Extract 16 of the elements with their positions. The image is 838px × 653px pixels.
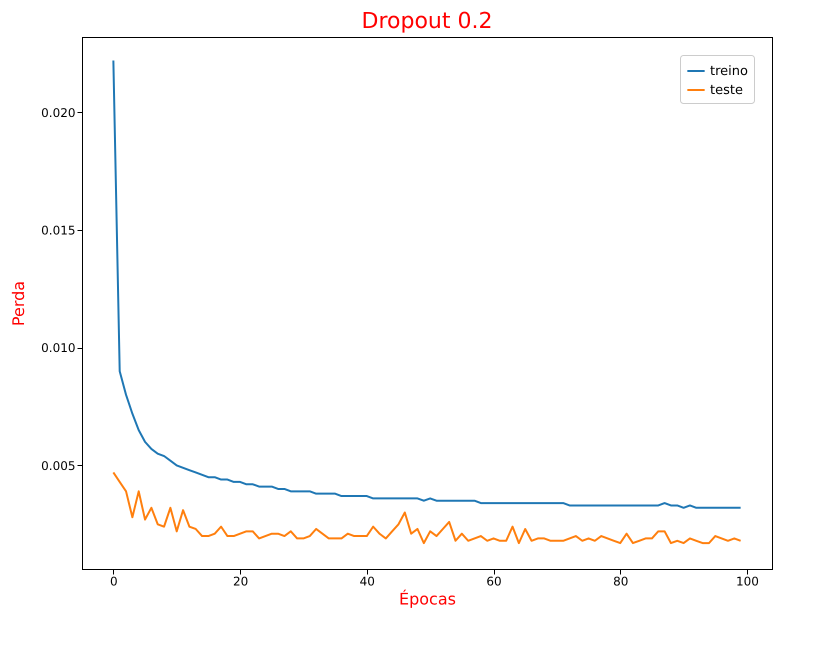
x-tick-label: 20 bbox=[232, 574, 248, 588]
y-tick-label: 0.005 bbox=[41, 458, 76, 473]
legend-label: treino bbox=[710, 64, 748, 79]
x-axis-title: Épocas bbox=[399, 590, 456, 608]
chart-title: Dropout 0.2 bbox=[362, 9, 492, 34]
x-tick-label: 100 bbox=[736, 574, 759, 588]
x-tick-label: 80 bbox=[613, 574, 628, 588]
y-tick-label: 0.010 bbox=[41, 341, 76, 356]
x-tick-label: 40 bbox=[360, 574, 375, 588]
x-tick-label: 0 bbox=[110, 574, 118, 588]
x-tick-label: 60 bbox=[486, 574, 502, 588]
y-axis-title: Perda bbox=[9, 280, 28, 326]
y-tick-label: 0.015 bbox=[41, 224, 76, 238]
y-tick-label: 0.020 bbox=[41, 106, 76, 120]
line-series bbox=[112, 471, 742, 544]
legend-label: teste bbox=[710, 83, 743, 98]
